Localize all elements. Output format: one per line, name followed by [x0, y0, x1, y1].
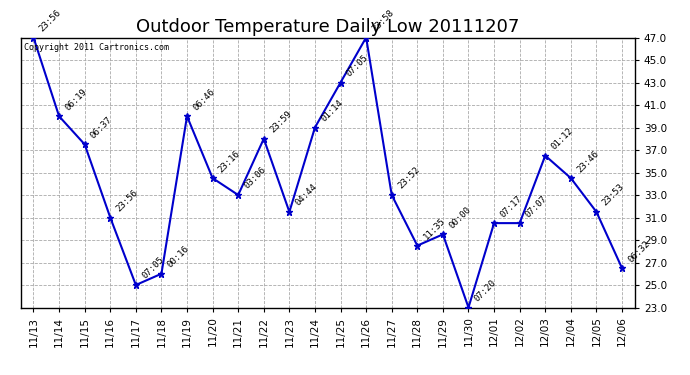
- Text: 04:44: 04:44: [293, 182, 319, 208]
- Text: 23:59: 23:59: [268, 109, 293, 135]
- Text: 07:17: 07:17: [498, 194, 524, 219]
- Text: 06:19: 06:19: [63, 87, 88, 112]
- Text: 23:16: 23:16: [217, 148, 242, 174]
- Title: Outdoor Temperature Daily Low 20111207: Outdoor Temperature Daily Low 20111207: [136, 18, 520, 36]
- Text: 23:53: 23:53: [600, 182, 626, 208]
- Text: 07:20: 07:20: [473, 278, 498, 303]
- Text: 23:58: 23:58: [371, 8, 395, 33]
- Text: 06:46: 06:46: [191, 87, 217, 112]
- Text: 07:05: 07:05: [345, 53, 370, 78]
- Text: 23:56: 23:56: [115, 188, 140, 213]
- Text: 23:46: 23:46: [575, 148, 600, 174]
- Text: 23:56: 23:56: [38, 8, 63, 33]
- Text: 01:12: 01:12: [549, 126, 575, 152]
- Text: 07:05: 07:05: [140, 255, 166, 281]
- Text: 00:00: 00:00: [447, 205, 473, 230]
- Text: 01:14: 01:14: [319, 98, 344, 123]
- Text: 03:06: 03:06: [242, 165, 268, 191]
- Text: 06:37: 06:37: [89, 115, 115, 140]
- Text: 23:52: 23:52: [396, 165, 422, 191]
- Text: 07:07: 07:07: [524, 194, 549, 219]
- Text: 11:35: 11:35: [422, 216, 447, 242]
- Text: 00:16: 00:16: [166, 244, 191, 270]
- Text: 06:32: 06:32: [626, 238, 651, 264]
- Text: Copyright 2011 Cartronics.com: Copyright 2011 Cartronics.com: [23, 43, 169, 52]
